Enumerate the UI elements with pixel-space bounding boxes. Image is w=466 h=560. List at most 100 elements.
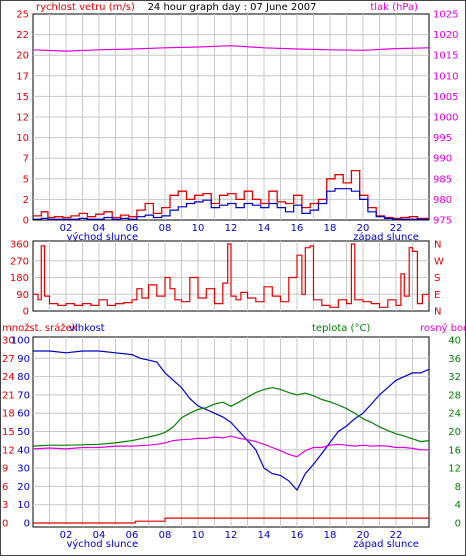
rain-tick-label: 30	[2, 336, 15, 347]
temperature-line	[32, 386, 430, 447]
direction-degree-tick-label: 90	[16, 290, 29, 301]
rain-tick-labels: 0 3 6 9 12 15 18 21 24 27 30	[2, 336, 15, 530]
hour-tick-label: 20	[357, 530, 370, 541]
rain-tick-label: 27	[2, 354, 15, 365]
temperature-tick-label: 36	[448, 354, 461, 365]
pressure-tick-label: 990	[433, 154, 452, 165]
hour-tick-label: 06	[126, 530, 139, 541]
rain-tick-label: 18	[2, 409, 15, 420]
rain-tick-label: 12	[2, 445, 15, 456]
hour-tick-label: 10	[192, 530, 205, 541]
rain-tick-label: 21	[2, 390, 15, 401]
dew-point-axis-title: rosný bod	[420, 322, 466, 334]
hour-tick-label: 08	[159, 223, 172, 234]
pressure-tick-label: 995	[433, 133, 452, 144]
pressure-tick-label: 1010	[433, 71, 458, 82]
humidity-tick-label: 50	[17, 427, 30, 438]
hour-tick-label: 22	[390, 530, 403, 541]
temperature-axis-title: teplota (°C)	[312, 323, 370, 334]
wind-speed-tick-label: 0	[23, 216, 29, 227]
sunrise-label-bottom: východ slunce	[66, 538, 138, 550]
direction-degree-tick-labels: 0 90 180 270 360	[10, 240, 29, 318]
pressure-tick-label: 1020	[433, 30, 458, 41]
rain-tick-label: 6	[2, 482, 8, 493]
hour-tick-label: 08	[159, 530, 172, 541]
temperature-tick-label: 4	[455, 500, 461, 511]
direction-compass-tick-label: S	[434, 273, 440, 284]
temperature-tick-label: 28	[448, 390, 461, 401]
humidity-tick-label: 10	[17, 500, 30, 511]
humidity-tick-label: 30	[17, 464, 30, 475]
humidity-tick-label: 60	[17, 409, 30, 420]
humidity-tick-label: 90	[17, 354, 30, 365]
dew_point-line	[32, 435, 429, 458]
wind-speed-tick-label: 17	[16, 71, 29, 82]
panel3-x-tick-labels: 02 04 06 08 10 12 14 16 18 20 22	[60, 530, 403, 541]
hour-tick-label: 02	[60, 530, 73, 541]
wind-speed-tick-label: 15	[16, 92, 29, 103]
wind-speed-tick-label: 2	[23, 195, 29, 206]
wind-speed-tick-label: 22	[16, 30, 29, 41]
pressure-tick-label: 1015	[433, 51, 458, 62]
rain-tick-label: 9	[2, 464, 8, 475]
temperature-tick-label: 0	[455, 519, 461, 530]
direction-compass-tick-label: W	[434, 256, 444, 267]
direction-degree-tick-label: 270	[10, 256, 29, 267]
temperature-tick-label: 24	[448, 409, 461, 420]
humidity-tick-label: 40	[17, 445, 30, 456]
pressure-tick-label: 975	[433, 216, 452, 227]
wind-line	[33, 188, 429, 220]
hour-tick-label: 20	[357, 223, 370, 234]
direction-degree-tick-label: 180	[10, 273, 29, 284]
pressure-tick-label: 1025	[433, 10, 458, 21]
rain-tick-label: 15	[2, 427, 15, 438]
hour-tick-label: 18	[324, 223, 337, 234]
direction-compass-tick-label: N	[434, 240, 441, 251]
hour-tick-label: 12	[225, 530, 238, 541]
rain-line	[33, 517, 429, 524]
pressure-tick-label: 980	[433, 195, 452, 206]
hour-tick-label: 06	[126, 223, 139, 234]
temperature-tick-label: 20	[448, 427, 461, 438]
panel1-x-tick-labels: 02 04 06 08 10 12 14 16 18 20 22	[60, 223, 403, 234]
wind-speed-tick-label: 10	[16, 133, 29, 144]
hour-tick-label: 04	[93, 223, 106, 234]
humidity-axis-title: vlhkost	[69, 323, 105, 334]
pressure-tick-label: 985	[433, 174, 452, 185]
temperature-tick-label: 12	[448, 464, 461, 475]
wind-speed-tick-label: 20	[16, 51, 29, 62]
wind-speed-tick-label: 7	[23, 154, 29, 165]
hour-tick-label: 16	[291, 530, 304, 541]
direction-compass-tick-label: N	[434, 307, 441, 318]
temperature-humidity-series	[32, 350, 430, 524]
wind-speed-tick-label: 25	[16, 10, 29, 21]
hour-tick-label: 04	[93, 530, 106, 541]
humidity-tick-label: 20	[17, 482, 30, 493]
hour-tick-label: 18	[324, 530, 337, 541]
direction-degree-tick-label: 0	[23, 307, 29, 318]
rain-axis-title: množst. srážek	[2, 322, 78, 334]
rain-tick-label: 3	[2, 500, 8, 511]
pressure-tick-labels: 975 980 985 990 995 1000 1005 1010 1015 1020 1025	[433, 10, 458, 227]
pressure-axis-title: tlak (hPa)	[370, 2, 418, 13]
sunset-label: západ slunce	[353, 231, 419, 243]
wind-speed-axis-title: rychlost vetru (m/s)	[36, 2, 135, 13]
wind-speed-tick-label: 5	[23, 174, 29, 185]
humidity-tick-label: 70	[17, 390, 30, 401]
hour-tick-label: 12	[225, 223, 238, 234]
hour-tick-label: 14	[258, 223, 271, 234]
sunset-label-bottom: západ slunce	[353, 538, 419, 550]
pressure-tick-label: 1000	[433, 113, 458, 124]
hour-tick-label: 16	[291, 223, 304, 234]
rain-tick-label: 24	[2, 372, 15, 383]
direction-degree-tick-label: 360	[10, 240, 29, 251]
humidity-tick-labels: 0 10 20 30 40 50 60 70 80 90 100	[11, 336, 30, 530]
rain-tick-label: 0	[2, 519, 8, 530]
humidity-tick-label: 80	[17, 372, 30, 383]
temperature-tick-label: 8	[455, 482, 461, 493]
